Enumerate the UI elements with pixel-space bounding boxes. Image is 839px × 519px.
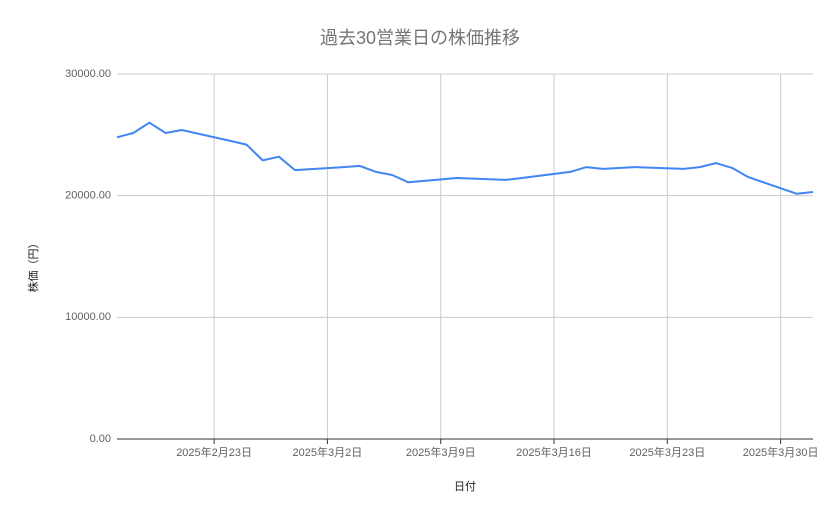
- y-tick-label: 30000.00: [65, 68, 111, 80]
- x-tick-label: 2025年3月23日: [629, 445, 705, 459]
- y-axis-label: 株価（円）: [26, 238, 40, 293]
- x-tick-label: 2025年3月2日: [293, 445, 363, 459]
- chart-title: 過去30営業日の株価推移: [320, 28, 520, 48]
- data-line: [116, 121, 814, 195]
- x-tick-label: 2025年2月23日: [176, 445, 252, 459]
- y-tick-label: 10000.00: [65, 311, 111, 323]
- x-tick-label: 2025年3月16日: [516, 445, 592, 459]
- x-axis-label: 日付: [454, 480, 476, 493]
- x-tick-label: 2025年3月30日: [743, 445, 819, 459]
- y-tick-label: 20000.00: [65, 190, 111, 202]
- x-tick-label: 2025年3月9日: [406, 445, 476, 459]
- y-tick-label: 0.00: [90, 433, 111, 445]
